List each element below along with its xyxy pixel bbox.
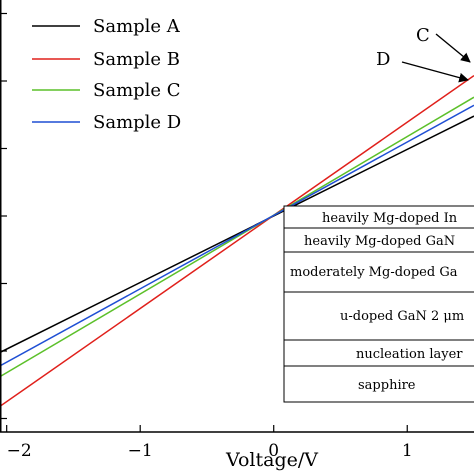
legend-item-sample-d: Sample D	[32, 112, 181, 133]
layer-box-3	[283, 251, 474, 293]
x-tick-label: 1	[402, 441, 413, 461]
layer-label-6: sapphire	[358, 378, 416, 393]
series-layer	[0, 74, 474, 407]
inset-layer-stack: heavily Mg-doped In heavily Mg-doped GaN…	[283, 205, 474, 403]
layer-label-5: nucleation layer	[356, 347, 463, 362]
layer-box-6	[283, 365, 474, 403]
x-axis-label: Voltage/V	[225, 449, 318, 471]
legend-item-sample-a: Sample A	[32, 16, 181, 37]
legend: Sample A Sample B Sample C Sample D	[32, 16, 181, 133]
legend-label-sample-a: Sample A	[93, 16, 181, 37]
legend-label-sample-b: Sample B	[93, 49, 180, 70]
legend-item-sample-c: Sample C	[32, 80, 181, 101]
layer-box-2	[283, 227, 474, 253]
layer-label-3: moderately Mg-doped Ga	[290, 265, 458, 280]
annotation-arrow-d	[401, 61, 469, 83]
y-ticks	[0, 12, 7, 420]
x-tick-label: 0	[268, 441, 279, 461]
legend-label-sample-c: Sample C	[93, 80, 181, 101]
series-line-sample-c	[0, 96, 474, 378]
layer-box-4	[283, 291, 474, 341]
layer-label-4: u-doped GaN 2 μm	[340, 309, 464, 324]
layer-label-2: heavily Mg-doped GaN	[304, 234, 455, 249]
legend-label-sample-d: Sample D	[93, 112, 181, 133]
annotation-arrow-c	[435, 33, 471, 63]
series-line-sample-b	[0, 74, 474, 407]
x-tick-label: −1	[128, 441, 153, 461]
x-tick-label: −2	[7, 441, 32, 461]
layer-box-5	[283, 339, 474, 367]
annotation-label-c: C	[416, 25, 430, 46]
series-line-sample-d	[0, 104, 474, 367]
annotation-label-d: D	[376, 49, 390, 70]
x-ticks: −2 −1 0 1	[6, 425, 413, 461]
legend-item-sample-b: Sample B	[32, 49, 180, 70]
layer-label-1: heavily Mg-doped In	[322, 211, 458, 226]
series-line-sample-a	[0, 115, 474, 354]
